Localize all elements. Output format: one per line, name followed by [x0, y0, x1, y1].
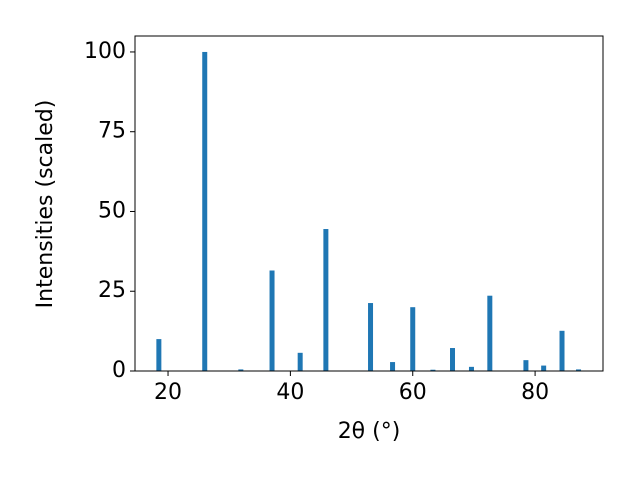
x-tick-label: 80	[521, 380, 549, 405]
x-tick-label: 20	[154, 380, 182, 405]
bar	[202, 51, 208, 371]
bar	[410, 307, 416, 371]
bar	[297, 352, 303, 371]
bar	[541, 365, 547, 371]
bar	[156, 339, 162, 371]
bar	[430, 369, 436, 371]
y-tick-label: 50	[98, 198, 126, 223]
bar	[576, 369, 582, 371]
bar	[468, 366, 474, 371]
bar	[390, 362, 396, 371]
plot-frame	[134, 35, 604, 372]
bar	[323, 229, 329, 371]
x-axis-label: 2θ (°)	[338, 419, 401, 444]
x-tick-label: 60	[399, 380, 427, 405]
y-tick-label: 0	[112, 358, 126, 383]
y-tick-label: 25	[98, 278, 126, 303]
bar	[238, 369, 244, 371]
y-axis-label: Intensities (scaled)	[33, 100, 58, 309]
y-tick-label: 75	[98, 119, 126, 144]
bar	[269, 270, 275, 371]
y-tick-label: 100	[84, 39, 126, 64]
bar	[559, 330, 565, 371]
x-tick-label: 40	[276, 380, 304, 405]
bar	[450, 348, 456, 371]
bar	[368, 303, 374, 371]
bar	[523, 360, 529, 371]
bar	[487, 295, 493, 371]
